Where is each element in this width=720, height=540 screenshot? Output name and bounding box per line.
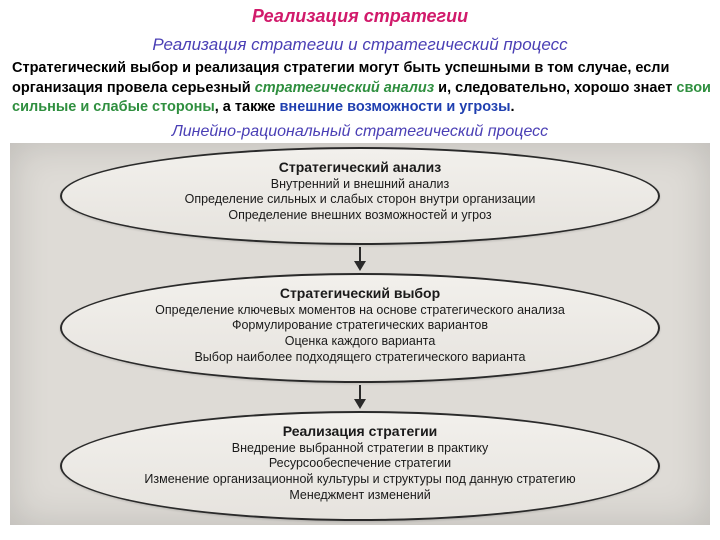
page-title: Реализация стратегии <box>0 6 720 27</box>
flow-arrow <box>354 247 366 271</box>
flow-node-line: Внедрение выбранной стратегии в практику <box>102 441 618 457</box>
para-run: и, следовательно, хорошо знает <box>434 80 676 96</box>
flow-node-line: Оценка каждого варианта <box>102 334 618 350</box>
flow-node-line: Ресурсообеспечение стратегии <box>102 456 618 472</box>
intro-paragraph: Стратегический выбор и реализация страте… <box>0 55 720 120</box>
para-run: , а также <box>215 99 280 115</box>
para-run: внешние возможности и угрозы <box>280 99 511 115</box>
flow-node-title: Стратегический анализ <box>102 159 618 175</box>
flow-node-line: Выбор наиболее подходящего стратегическо… <box>102 350 618 366</box>
para-run: . <box>511 99 515 115</box>
flow-node-line: Менеджмент изменений <box>102 488 618 504</box>
flow-node-line: Изменение организационной культуры и стр… <box>102 472 618 488</box>
flow-node-line: Определение ключевых моментов на основе … <box>102 303 618 319</box>
flow-node-line: Определение внешних возможностей и угроз <box>102 208 618 224</box>
flow-node-title: Реализация стратегии <box>102 423 618 439</box>
para-run: стратегический анализ <box>255 80 434 96</box>
section-title: Линейно-рациональный стратегический проц… <box>0 123 720 141</box>
page-subtitle: Реализация стратегии и стратегический пр… <box>0 35 720 55</box>
flow-node-title: Стратегический выбор <box>102 285 618 301</box>
flow-node-line: Внутренний и внешний анализ <box>102 177 618 193</box>
process-diagram: Стратегический анализ Внутренний и внешни… <box>40 147 680 521</box>
flow-arrow <box>354 385 366 409</box>
flow-node-line: Определение сильных и слабых сторон внут… <box>102 192 618 208</box>
flow-node-analysis: Стратегический анализ Внутренний и внешни… <box>60 147 660 245</box>
flow-node-choice: Стратегический выбор Определение ключевых… <box>60 273 660 383</box>
flow-node-line: Формулирование стратегических вариантов <box>102 318 618 334</box>
flow-node-implementation: Реализация стратегии Внедрение выбранной … <box>60 411 660 521</box>
